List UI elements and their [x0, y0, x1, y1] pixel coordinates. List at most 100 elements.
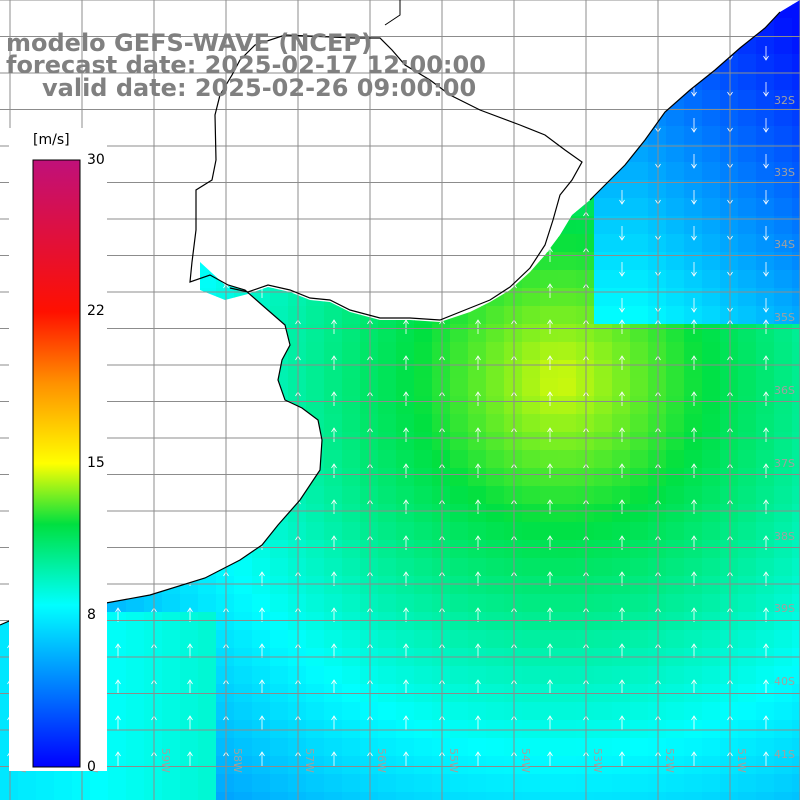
wind-cell — [720, 234, 739, 253]
wind-cell — [486, 738, 505, 757]
wind-cell — [756, 36, 775, 55]
wind-cell — [396, 666, 415, 685]
wind-cell — [450, 450, 469, 469]
wind-cell — [252, 558, 271, 577]
wind-cell — [270, 792, 289, 800]
wind-cell — [576, 306, 595, 325]
wind-cell — [306, 396, 325, 415]
wind-cell — [720, 702, 739, 721]
wind-cell — [360, 324, 379, 343]
wind-cell — [648, 270, 667, 289]
wind-cell — [684, 594, 703, 613]
wind-cell — [666, 252, 685, 271]
wind-cell — [468, 702, 487, 721]
wind-cell — [0, 774, 19, 793]
wind-cell — [594, 612, 613, 631]
wind-cell — [288, 522, 307, 541]
wind-cell — [630, 468, 649, 487]
wind-cell — [468, 666, 487, 685]
wind-cell — [684, 270, 703, 289]
wind-cell — [540, 756, 559, 775]
wind-cell — [288, 540, 307, 559]
wind-cell — [774, 108, 793, 127]
wind-cell — [108, 702, 127, 721]
wind-arrow-head — [691, 751, 697, 757]
wind-cell — [684, 108, 703, 127]
wind-cell — [360, 396, 379, 415]
wind-cell — [306, 774, 325, 793]
wind-cell — [702, 90, 721, 109]
wind-cell — [594, 360, 613, 379]
wind-cell — [540, 666, 559, 685]
wind-cell — [396, 540, 415, 559]
wind-cell — [504, 576, 523, 595]
wind-cell — [594, 738, 613, 757]
wind-cell — [252, 612, 271, 631]
colorbar-tick-30: 30 — [87, 152, 105, 168]
wind-cell — [648, 414, 667, 433]
wind-cell — [216, 792, 235, 800]
wind-arrow-head — [187, 751, 193, 757]
wind-cell — [108, 630, 127, 649]
wind-cell — [702, 252, 721, 271]
wind-cell — [648, 342, 667, 361]
wind-cell — [180, 738, 199, 757]
wind-cell — [720, 756, 739, 775]
wind-cell — [792, 378, 800, 397]
wind-cell — [414, 540, 433, 559]
wind-cell — [144, 702, 163, 721]
wind-cell — [630, 288, 649, 307]
wind-cell — [306, 306, 325, 325]
wind-cell — [612, 216, 631, 235]
wind-cell — [648, 612, 667, 631]
wind-arrow-head — [403, 391, 409, 397]
wind-cell — [648, 486, 667, 505]
wind-cell — [540, 414, 559, 433]
wind-cell — [630, 612, 649, 631]
wind-cell — [414, 630, 433, 649]
wind-cell — [504, 360, 523, 379]
wind-cell — [486, 486, 505, 505]
wind-cell — [756, 630, 775, 649]
wind-cell — [702, 306, 721, 325]
forecast-date: forecast date: 2025-02-17 12:00:00 — [6, 51, 486, 79]
wind-cell — [648, 126, 667, 145]
wind-cell — [450, 432, 469, 451]
wind-cell — [252, 666, 271, 685]
wind-cell — [666, 306, 685, 325]
wind-cell — [720, 594, 739, 613]
wind-cell — [612, 450, 631, 469]
wind-cell — [414, 594, 433, 613]
wind-cell — [612, 504, 631, 523]
wind-cell — [738, 306, 757, 325]
wind-cell — [378, 486, 397, 505]
wind-cell — [738, 216, 757, 235]
wind-cell — [774, 468, 793, 487]
wind-cell — [450, 576, 469, 595]
wind-cell — [468, 342, 487, 361]
wind-cell — [738, 702, 757, 721]
wind-cell — [720, 162, 739, 181]
wind-cell — [612, 396, 631, 415]
wind-cell — [666, 162, 685, 181]
wind-cell — [288, 792, 307, 800]
wind-cell — [540, 630, 559, 649]
wind-arrow-head — [403, 643, 409, 649]
lat-label: 32S — [774, 94, 795, 107]
wind-cell — [720, 720, 739, 739]
wind-cell — [522, 630, 541, 649]
wind-cell — [342, 558, 361, 577]
wind-cell — [738, 450, 757, 469]
wind-cell — [540, 378, 559, 397]
wind-cell — [432, 558, 451, 577]
lon-label: 59W — [159, 748, 172, 773]
wind-cell — [720, 360, 739, 379]
wind-cell — [648, 360, 667, 379]
wind-cell — [198, 756, 217, 775]
wind-cell — [612, 432, 631, 451]
wind-cell — [576, 324, 595, 343]
wind-cell — [738, 90, 757, 109]
wind-cell — [792, 234, 800, 253]
wind-cell — [324, 576, 343, 595]
wind-arrow-head — [331, 607, 337, 613]
